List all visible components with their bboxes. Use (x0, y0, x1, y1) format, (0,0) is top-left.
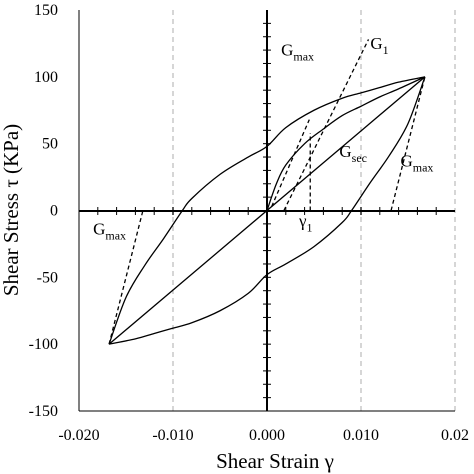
series-line-1 (108, 76, 426, 345)
annotation-2: Gsec (339, 142, 367, 165)
series-line-0 (266, 76, 426, 211)
y-axis-title: Shear Stress τ (KPa) (0, 124, 23, 296)
series-line-7 (108, 210, 144, 345)
y-tick-label-2: -50 (37, 269, 58, 286)
series-line-3 (108, 76, 426, 345)
series-line-2 (108, 76, 426, 345)
annotation-4: Gmax (93, 220, 126, 243)
y-tick-label-1: -100 (29, 336, 58, 353)
y-tick-label-4: 50 (42, 136, 58, 153)
y-tick-label-0: -150 (29, 403, 58, 420)
series-line-6 (390, 76, 426, 211)
y-tick-label-6: 150 (34, 2, 58, 19)
y-tick-label-3: 0 (50, 203, 58, 220)
annotation-0: Gmax (281, 40, 314, 63)
tick-labels: -0.020 -0.010 0.000 0.010 0.02 -150 -100 -50 0 50… (29, 2, 469, 444)
series-layer (108, 39, 426, 345)
annotation-5: γ1 (298, 212, 313, 235)
y-tick-label-5: 100 (34, 69, 58, 86)
x-tick-label-1: -0.010 (152, 427, 193, 444)
x-tick-label-0: -0.020 (58, 427, 99, 444)
x-tick-label-2: 0.000 (249, 427, 285, 444)
x-tick-label-3: 0.010 (343, 427, 379, 444)
x-axis-title: Shear Strain γ (216, 449, 334, 473)
series-line-5 (283, 39, 370, 211)
annotation-1: G1 (370, 34, 388, 57)
annotation-3: Gmax (400, 151, 433, 174)
x-tick-label-4: 0.02 (441, 427, 469, 444)
annotations: Gmax G1 Gsec Gmax Gmax γ1 (93, 34, 433, 243)
series-line-4 (271, 119, 310, 207)
